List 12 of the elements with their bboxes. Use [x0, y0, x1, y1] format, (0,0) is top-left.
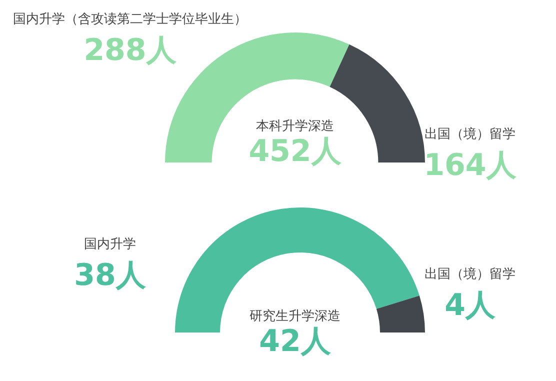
text: 本科升学深造 — [255, 118, 335, 136]
text: 研究生升学深造 — [248, 308, 342, 326]
data-label: 164人 — [422, 148, 518, 183]
data-label: 288人 — [82, 33, 178, 68]
text: 452人 — [248, 134, 342, 169]
slice-label: 国内升学（含攻读第二学士学位毕业生） — [13, 12, 247, 27]
slice-label: 国内升学 — [84, 237, 136, 252]
data-label: 38人 — [73, 258, 147, 293]
slice-label: 出国（境）留学 — [424, 267, 516, 282]
data-label: 4人 — [444, 288, 496, 323]
slice-label: 出国（境）留学 — [424, 127, 516, 142]
text: 42人 — [258, 324, 332, 359]
